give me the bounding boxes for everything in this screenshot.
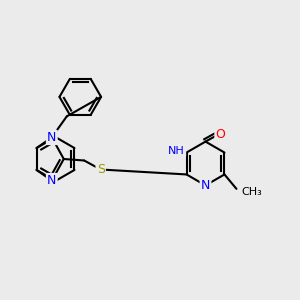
Text: S: S: [97, 163, 105, 176]
Text: NH: NH: [168, 146, 185, 156]
Text: CH₃: CH₃: [241, 187, 262, 197]
Text: N: N: [47, 131, 56, 144]
Text: O: O: [216, 128, 225, 141]
Text: N: N: [47, 174, 56, 187]
Text: N: N: [201, 179, 210, 192]
